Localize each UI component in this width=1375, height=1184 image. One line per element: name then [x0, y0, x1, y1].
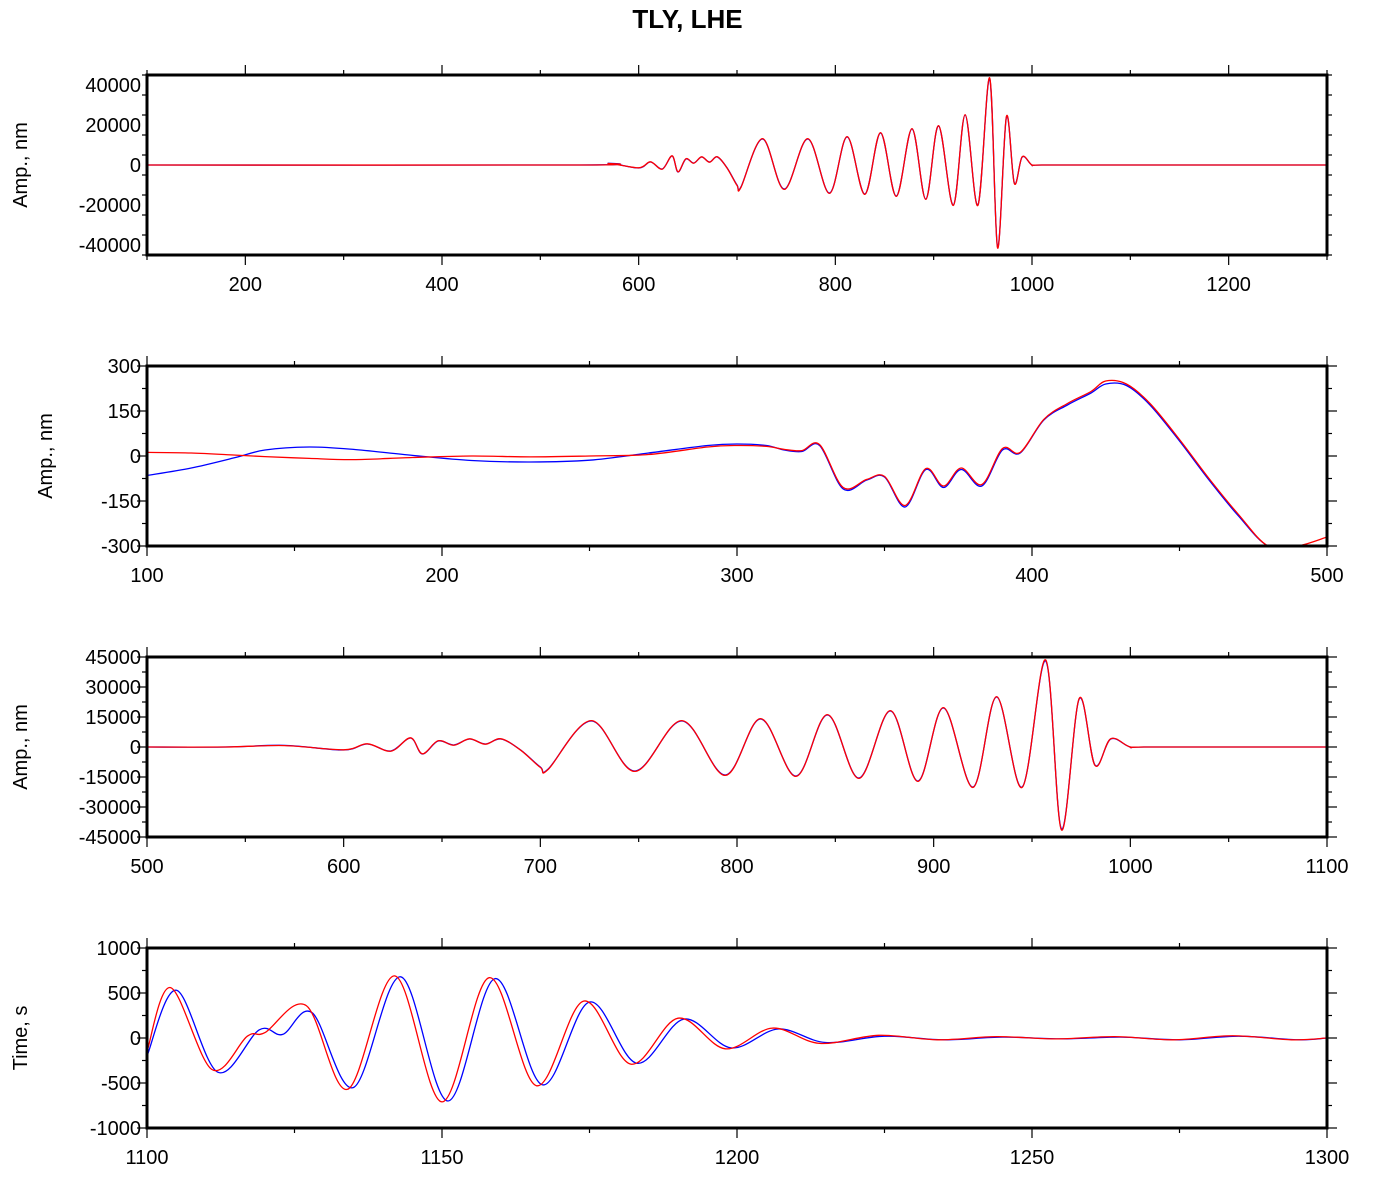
x-tick-label: 800	[819, 274, 852, 296]
x-tick-label: 1250	[1010, 1147, 1055, 1169]
y-tick-label: 0	[130, 1028, 141, 1050]
x-tick-label: 1100	[125, 1147, 168, 1169]
y-tick-label: -20000	[79, 195, 141, 217]
y-tick-label: 0	[130, 737, 141, 759]
series-line-red	[147, 77, 1327, 249]
x-tick-label: 200	[229, 274, 262, 296]
page-title: TLY, LHE	[632, 4, 743, 34]
x-tick-label: 1000	[1108, 856, 1153, 878]
y-tick-label: -45000	[79, 827, 141, 849]
y-tick-label: -500	[101, 1073, 141, 1095]
x-tick-label: 1150	[420, 1147, 463, 1169]
series-line-blue	[147, 382, 1327, 546]
y-tick-label: 300	[108, 356, 141, 378]
chart-panel-2: 100 200 300 400 500 -300 -150 0 150 300 Amp., nm	[35, 356, 1344, 587]
y-tick-label: 40000	[85, 75, 141, 97]
x-tick-label: 200	[425, 565, 458, 587]
x-tick-label: 1200	[1206, 274, 1251, 296]
x-tick-label: 1000	[1010, 274, 1055, 296]
y-axis-label: Amp., nm	[10, 122, 32, 208]
y-axis-label: Amp., nm	[35, 413, 57, 499]
series-line-red	[147, 659, 1327, 831]
y-tick-label: -300	[101, 536, 141, 558]
x-tick-label: 800	[720, 856, 753, 878]
y-tick-label: 45000	[85, 647, 141, 669]
y-tick-label: 0	[130, 155, 141, 177]
y-tick-label: -150	[101, 491, 141, 513]
x-tick-label: 1200	[715, 1147, 760, 1169]
x-tick-label: 600	[327, 856, 360, 878]
y-tick-label: 0	[130, 446, 141, 468]
y-tick-label: -15000	[79, 767, 141, 789]
x-tick-label: 400	[1015, 565, 1048, 587]
chart-panel-4: 1100 1150 1200 1250 1300 -1000 -500 0 500 1000 Tim…	[10, 938, 1349, 1169]
chart-panel-3: 500 600 700 800 900 1000 1100 -45000 -30000 -1500…	[10, 647, 1349, 878]
series-line-red	[147, 379, 1327, 546]
y-tick-label: -1000	[90, 1118, 141, 1140]
x-tick-label: 300	[720, 565, 753, 587]
y-axis-label: Amp., nm	[10, 704, 32, 790]
x-tick-label: 700	[524, 856, 557, 878]
series-line-blue	[147, 78, 1327, 248]
x-tick-label: 1100	[1305, 856, 1348, 878]
x-tick-label: 500	[1310, 565, 1343, 587]
y-axis-label: Time, s	[10, 1006, 32, 1071]
x-tick-label: 400	[425, 274, 458, 296]
x-tick-label: 600	[622, 274, 655, 296]
chart-panel-1: 200 400 600 800 1000 1200 -40000 -20000 0 20000 40…	[10, 65, 1332, 296]
y-tick-label: 150	[108, 401, 141, 423]
y-tick-label: 1000	[97, 938, 142, 960]
series-line-red	[147, 975, 1327, 1103]
y-tick-label: 15000	[85, 707, 141, 729]
y-tick-label: 500	[108, 983, 141, 1005]
x-tick-label: 500	[130, 856, 163, 878]
x-tick-label: 900	[917, 856, 950, 878]
y-tick-label: 20000	[85, 115, 141, 137]
plot-frame	[145, 364, 1329, 548]
y-tick-label: -30000	[79, 797, 141, 819]
series-line-blue	[147, 660, 1327, 830]
y-tick-label: 30000	[85, 677, 141, 699]
x-tick-label: 1300	[1305, 1147, 1350, 1169]
y-tick-label: -40000	[79, 235, 141, 257]
x-tick-label: 100	[130, 565, 163, 587]
